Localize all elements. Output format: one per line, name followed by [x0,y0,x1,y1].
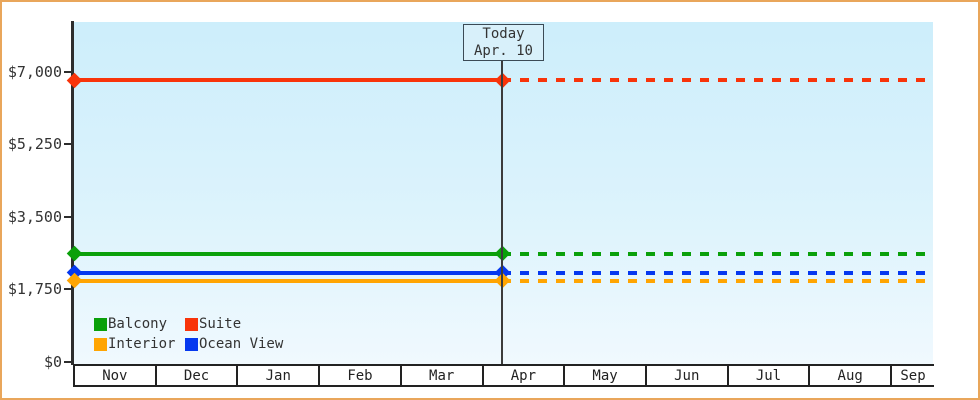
series-line-balcony-dashed [502,251,933,256]
y-tick-mark [64,143,72,146]
legend-swatch-interior [94,337,107,351]
y-tick-label: $0 [43,352,62,371]
legend-label: Ocean View [199,336,284,352]
series-line-ocean-view-dashed [502,270,933,275]
legend-item-suite: Suite [185,314,283,334]
month-cell-dec: Dec [157,366,239,385]
today-marker-line [501,59,503,364]
month-cell-mar: Mar [402,366,484,385]
legend-label: Balcony [108,316,168,332]
series-line-suite-dashed [502,78,933,83]
month-cell-sep: Sep [900,367,926,384]
today-annotation-box: Today Apr. 10 [463,24,544,61]
y-axis-line [71,21,74,365]
y-tick-mark [64,288,72,291]
legend-swatch-ocean-view [185,337,198,351]
today-label: Today [482,26,525,42]
month-cell-feb: Feb [320,366,402,385]
month-cell-aug: Aug [810,366,893,385]
y-tick-label: $3,500 [7,207,62,226]
y-tick-label: $7,000 [7,63,62,81]
month-cell-apr: Apr [484,366,566,385]
x-axis-month-row: Nov Dec Jan Feb Mar Apr May Jun Jul Aug Sep [73,364,934,387]
legend-item-ocean-view: Ocean View [185,334,283,354]
y-tick-mark [64,360,72,363]
y-tick-mark [64,71,72,73]
series-line-interior-dashed [502,278,933,283]
legend-item-balcony: Balcony [94,314,185,334]
series-line-interior-solid [74,278,502,283]
today-date-label: Apr. 10 [473,43,533,59]
legend-label: Suite [199,316,242,332]
series-line-ocean-view-solid [74,270,502,275]
month-cell-jan: Jan [238,366,321,385]
legend-swatch-balcony [94,317,107,331]
month-cell-jun: Jun [647,366,729,385]
y-tick-mark [64,215,72,218]
legend-swatch-suite [185,317,198,331]
y-tick-label: $1,750 [7,280,62,299]
legend: Balcony Suite Interior Ocean View [94,314,283,354]
legend-label: Interior [108,336,176,352]
series-line-balcony-solid [74,251,502,256]
y-tick-label: $5,250 [7,135,62,154]
month-cell-jul: Jul [729,366,811,385]
month-cell-nov: Nov [75,366,157,385]
legend-item-interior: Interior [94,334,185,354]
series-line-suite-solid [74,78,502,83]
month-cell-may: May [565,366,647,385]
